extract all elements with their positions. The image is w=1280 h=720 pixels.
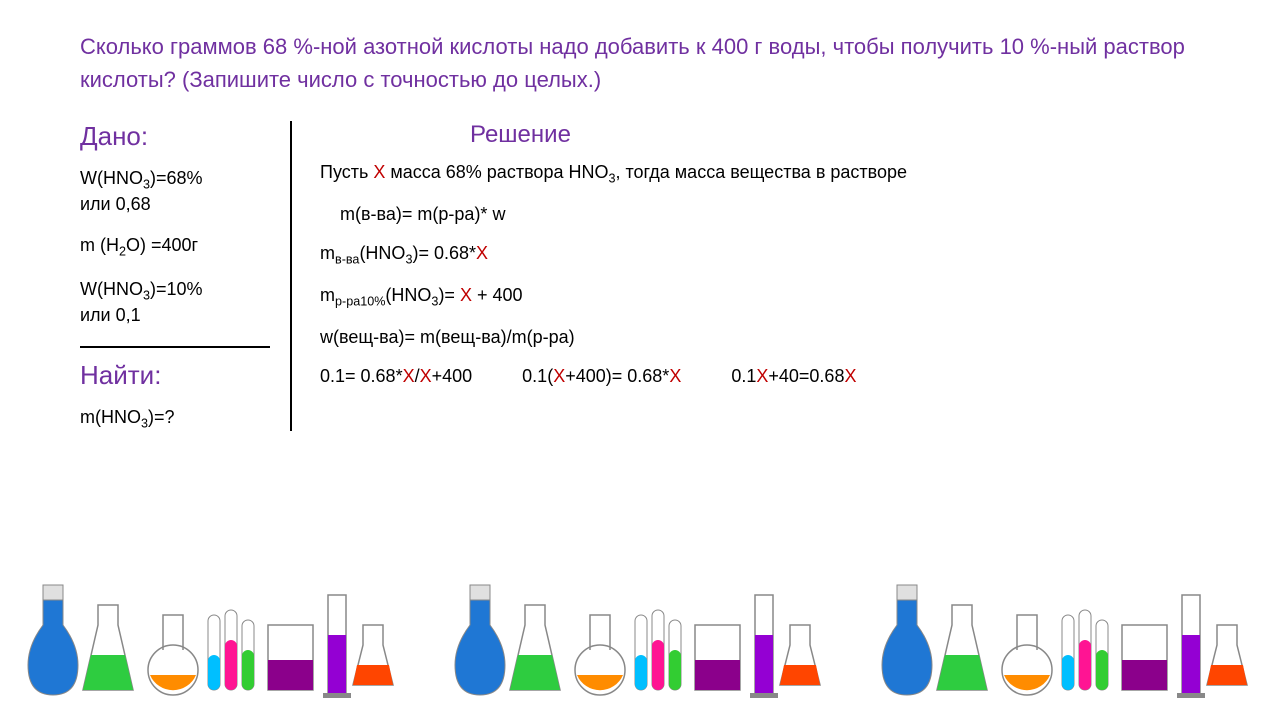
variable-x: X	[420, 366, 432, 386]
variable-x: X	[476, 243, 488, 263]
text: m	[320, 243, 335, 263]
glass-group-2	[450, 565, 830, 705]
text: )=	[438, 285, 460, 305]
given-title: Дано:	[80, 121, 290, 152]
equation-row: 0.1= 0.68*X/X+400 0.1(X+400)= 0.68*X 0.1…	[320, 366, 1200, 387]
glass-group-3	[877, 565, 1257, 705]
text: W(HNO	[80, 168, 143, 188]
given-column: Дано: W(HNO3)=68% или 0,68 m (H2O) =400г…	[80, 121, 290, 450]
text: )=?	[148, 407, 175, 427]
text: (HNO	[359, 243, 405, 263]
text: +400	[432, 366, 473, 386]
text: или 0,1	[80, 305, 141, 325]
text: 0.1= 0.68*	[320, 366, 403, 386]
solution-title: Решение	[320, 121, 1200, 149]
text: m(HNO	[80, 407, 141, 427]
problem-statement: Сколько граммов 68 %-ной азотной кислоты…	[80, 30, 1200, 96]
solution-line-4: mр-ра10%(HNO3)= X + 400	[320, 284, 1200, 310]
flask-set-icon	[23, 565, 403, 705]
variable-x: X	[553, 366, 565, 386]
text: m (H	[80, 235, 119, 255]
solution-line-2: m(в-ва)= m(р-ра)* w	[320, 203, 1200, 226]
equation-1: 0.1= 0.68*X/X+400	[320, 366, 472, 387]
glassware-decoration	[0, 555, 1280, 705]
solution-column: Решение Пусть X масса 68% раствора HNO3,…	[320, 121, 1200, 450]
variable-x: X	[373, 162, 385, 182]
solution-line-1: Пусть X масса 68% раствора HNO3, тогда м…	[320, 161, 1200, 187]
text: Пусть	[320, 162, 373, 182]
text: 0.1(	[522, 366, 553, 386]
variable-x: X	[844, 366, 856, 386]
solution-line-3: mв-ва(HNO3)= 0.68*X	[320, 242, 1200, 268]
variable-x: X	[669, 366, 681, 386]
text: W(HNO	[80, 279, 143, 299]
given-line-3: W(HNO3)=10% или 0,1	[80, 278, 290, 327]
text: )=10%	[150, 279, 203, 299]
variable-x: X	[756, 366, 768, 386]
flask-set-icon	[450, 565, 830, 705]
glass-group-1	[23, 565, 403, 705]
text: или 0,68	[80, 194, 151, 214]
find-title: Найти:	[80, 360, 290, 391]
text: +40=0.68	[768, 366, 844, 386]
equation-3: 0.1X+40=0.68X	[731, 366, 856, 387]
horizontal-divider	[80, 346, 270, 348]
flask-set-icon	[877, 565, 1257, 705]
equation-2: 0.1(X+400)= 0.68*X	[522, 366, 681, 387]
text: (HNO	[385, 285, 431, 305]
vertical-divider	[290, 121, 292, 431]
find-line: m(HNO3)=?	[80, 406, 290, 432]
text: m	[320, 285, 335, 305]
text: O) =400г	[126, 235, 198, 255]
given-line-1: W(HNO3)=68% или 0,68	[80, 167, 290, 216]
text: 0.1	[731, 366, 756, 386]
work-area: Дано: W(HNO3)=68% или 0,68 m (H2O) =400г…	[80, 121, 1200, 450]
text: , тогда масса вещества в растворе	[615, 162, 907, 182]
content-area: Сколько граммов 68 %-ной азотной кислоты…	[0, 0, 1280, 450]
text: )=68%	[150, 168, 203, 188]
solution-line-5: w(вещ-ва)= m(вещ-ва)/m(р-ра)	[320, 326, 1200, 349]
subscript: в-ва	[335, 253, 359, 267]
text: +400)= 0.68*	[565, 366, 669, 386]
given-line-2: m (H2O) =400г	[80, 234, 290, 260]
text: + 400	[472, 285, 523, 305]
text: масса 68% раствора HNO	[385, 162, 608, 182]
variable-x: X	[460, 285, 472, 305]
subscript: р-ра10%	[335, 295, 385, 309]
variable-x: X	[403, 366, 415, 386]
text: )= 0.68*	[412, 243, 476, 263]
